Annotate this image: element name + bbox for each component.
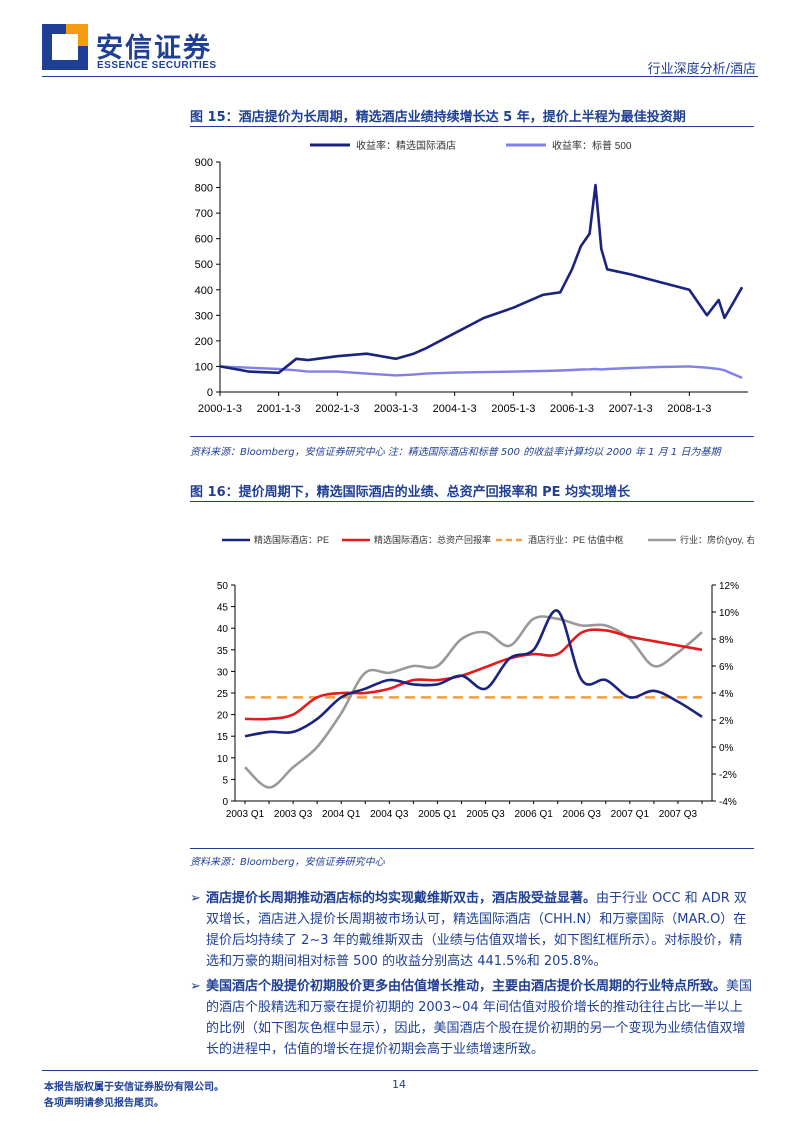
x-tick-label: 2007-1-3	[609, 403, 653, 415]
report-type: 行业深度分析/酒店	[647, 62, 756, 77]
figure-15-source: 资料来源：Bloomberg，安信证券研究中心 注：精选国际酒店和标普 500 …	[190, 447, 721, 458]
paragraph-1-lead: 酒店提价长周期推动酒店标的均实现戴维斯双击，酒店股受益显著。	[206, 891, 597, 906]
y-tick-label: 40	[217, 624, 229, 635]
x-tick-label: 2002-1-3	[315, 403, 359, 415]
figure-16-title: 图 16：提价周期下，精选国际酒店的业绩、总资产回报率和 PE 均实现增长	[190, 485, 631, 500]
x-tick-label: 2004-1-3	[433, 403, 477, 415]
brand-name-cn: 安信证券	[96, 33, 212, 64]
y-tick-label: 600	[195, 234, 213, 246]
y-tick-label: 500	[195, 259, 213, 271]
y-tick-label: 200	[195, 336, 213, 348]
y2-tick-label: 10%	[719, 608, 739, 619]
figure-15-source-rule	[190, 436, 754, 437]
figure-16-source-rule	[190, 848, 754, 849]
y2-tick-label: -4%	[719, 797, 737, 808]
series-line-1	[244, 609, 703, 738]
series-line-1	[219, 183, 744, 375]
legend-label-2: 精选国际酒店：总资产回报率	[374, 534, 491, 545]
x-tick-label: 2006 Q1	[514, 809, 553, 820]
arrow-bullet-icon: ➢	[190, 891, 201, 906]
legend-label-1: 精选国际酒店：PE	[254, 534, 329, 545]
y-tick-label: 25	[217, 689, 229, 700]
y2-tick-label: -2%	[719, 770, 737, 781]
x-tick-label: 2003-1-3	[374, 403, 418, 415]
x-tick-label: 2005-1-3	[491, 403, 535, 415]
y-tick-label: 30	[217, 667, 229, 678]
header-rule	[42, 76, 758, 77]
brand-name-en: ESSENCE SECURITIES	[97, 60, 217, 71]
footer-rule	[42, 1070, 758, 1071]
legend-label-1: 收益率：精选国际酒店	[356, 139, 456, 152]
figure-15-chart: 收益率：精选国际酒店 收益率：标普 500 0 100 200 300 400 500 600 7…	[195, 139, 748, 415]
x-tick-label: 2004 Q3	[370, 809, 409, 820]
y-tick-label: 900	[195, 157, 213, 169]
x-tick-label: 2005 Q3	[466, 809, 505, 820]
x-tick-label: 2004 Q1	[322, 809, 361, 820]
y-tick-label: 5	[222, 775, 228, 786]
y2-tick-label: 12%	[719, 581, 739, 592]
y-tick-label: 700	[195, 208, 213, 220]
footer-copyright: 本报告版权属于安信证券股份有限公司。	[44, 1082, 224, 1093]
x-tick-label: 2003 Q3	[274, 809, 313, 820]
y-tick-label: 15	[217, 732, 229, 743]
y2-tick-label: 0%	[719, 743, 734, 754]
y-tick-label: 0	[222, 797, 228, 808]
figure-16-source: 资料来源：Bloomberg，安信证券研究中心	[190, 857, 385, 868]
y-tick-label: 400	[195, 285, 213, 297]
paragraph-2-body: 美国的酒店个股精选和万豪在提价初期的 2003~04 年间估值对股价增长的推动往…	[206, 979, 753, 1057]
figure-16-chart: 精选国际酒店：PE 精选国际酒店：总资产回报率 酒店行业：PE 估值中枢 行业：房价(…	[217, 534, 754, 820]
arrow-bullet-icon: ➢	[190, 979, 201, 994]
x-tick-label: 2007 Q1	[611, 809, 650, 820]
y2-tick-label: 2%	[719, 716, 734, 727]
y2-tick-label: 8%	[719, 635, 734, 646]
y2-tick-label: 4%	[719, 689, 734, 700]
paragraph-2: ➢ 美国酒店个股提价初期股价更多由估值增长推动，主要由酒店提价长周期的行业特点所…	[190, 976, 754, 1060]
series-line-4	[244, 615, 703, 789]
legend-label-2: 收益率：标普 500	[552, 139, 632, 152]
paragraph-2-lead: 美国酒店个股提价初期股价更多由估值增长推动，主要由酒店提价长周期的行业特点所致。	[206, 979, 727, 994]
paragraph-1-body: 由于行业 OCC 和 ADR 双双增长，酒店进入提价长周期被市场认可，精选国际酒…	[206, 891, 747, 969]
figure-15-rule	[190, 126, 754, 127]
legend-label-3: 酒店行业：PE 估值中枢	[528, 534, 624, 545]
footer-disclaimer: 各项声明请参见报告尾页。	[44, 1098, 164, 1109]
x-tick-label: 2005 Q1	[418, 809, 457, 820]
y-tick-label: 10	[217, 754, 229, 765]
essence-logo	[42, 24, 88, 70]
y-tick-label: 800	[195, 183, 213, 195]
series-line-2	[219, 365, 743, 380]
y-tick-label: 50	[217, 581, 229, 592]
y-tick-label: 0	[207, 387, 213, 399]
x-tick-label: 2007 Q3	[659, 809, 698, 820]
paragraph-1: ➢ 酒店提价长周期推动酒店标的均实现戴维斯双击，酒店股受益显著。由于行业 OCC…	[190, 888, 754, 972]
series-line-2	[244, 628, 703, 721]
x-tick-label: 2006-1-3	[550, 403, 594, 415]
legend-label-4: 行业：房价(yoy, 右轴)	[680, 534, 754, 545]
y-tick-label: 45	[217, 603, 229, 614]
x-tick-label: 2003 Q1	[226, 809, 265, 820]
x-tick-label: 2001-1-3	[257, 403, 301, 415]
y2-tick-label: 6%	[719, 662, 734, 673]
figure-16-rule	[190, 501, 754, 502]
page-number: 14	[392, 1078, 406, 1091]
y-tick-label: 20	[217, 711, 229, 722]
x-tick-label: 2006 Q3	[563, 809, 602, 820]
x-tick-label: 2008-1-3	[667, 403, 711, 415]
y-tick-label: 35	[217, 646, 229, 657]
y-tick-label: 100	[195, 361, 213, 373]
x-tick-label: 2000-1-3	[198, 403, 242, 415]
y-tick-label: 300	[195, 310, 213, 322]
figure-15-title: 图 15：酒店提价为长周期，精选酒店业绩持续增长达 5 年，提价上半程为最佳投资…	[190, 110, 686, 125]
